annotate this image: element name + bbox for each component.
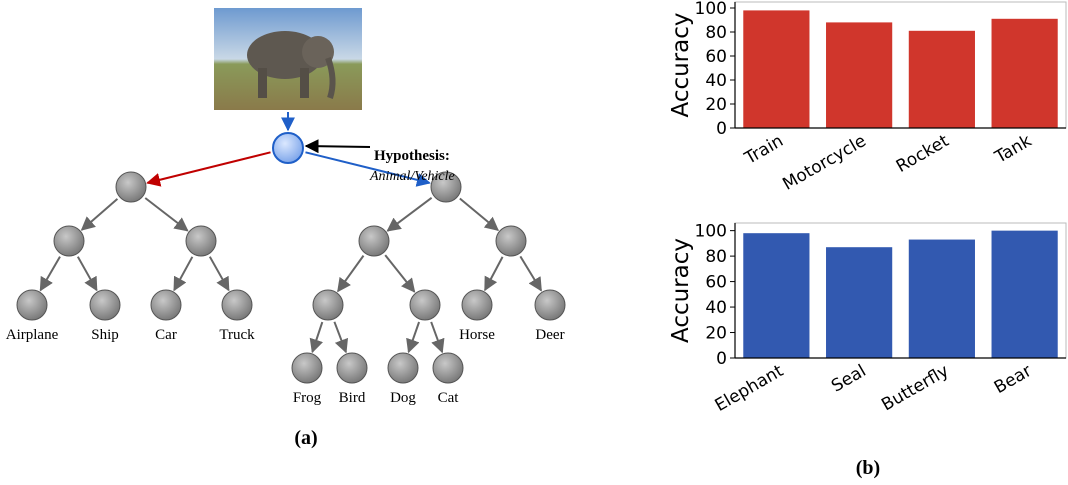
elephant-photo bbox=[214, 8, 362, 110]
hypothesis-arrow bbox=[306, 146, 370, 147]
leaf-label: Cat bbox=[438, 390, 460, 406]
bar bbox=[909, 31, 975, 128]
leaf-label: Frog bbox=[293, 390, 322, 406]
y-tick-label: 100 bbox=[695, 222, 727, 242]
tree-node bbox=[496, 226, 526, 256]
tree-edge bbox=[460, 199, 498, 231]
x-tick-label: Motorcycle bbox=[779, 131, 869, 195]
y-tick-label: 20 bbox=[705, 324, 727, 344]
hypothesis-title: Hypothesis: bbox=[374, 148, 450, 164]
x-tick-label: Seal bbox=[828, 361, 870, 397]
tree-edge bbox=[388, 198, 432, 231]
leaf-label: Deer bbox=[535, 327, 564, 343]
leaf-label: Horse bbox=[459, 327, 495, 343]
tree-node bbox=[116, 172, 146, 202]
tree-node bbox=[292, 353, 322, 383]
tree-node bbox=[313, 290, 343, 320]
x-tick-label: Train bbox=[741, 131, 787, 169]
x-tick-label: Rocket bbox=[893, 131, 953, 177]
x-tick-label: Elephant bbox=[712, 361, 788, 416]
tree-node bbox=[273, 133, 303, 163]
y-tick-label: 80 bbox=[705, 23, 727, 43]
tree-node bbox=[186, 226, 216, 256]
page: Airplane Ship Car Truck Horse Deer Frog Bird Dog… bbox=[0, 0, 1068, 485]
y-tick-label: 100 bbox=[695, 0, 727, 19]
x-tick-label: Butterfly bbox=[878, 361, 952, 415]
tree-node bbox=[17, 290, 47, 320]
y-axis-label: Accuracy bbox=[668, 238, 694, 343]
tree-node bbox=[535, 290, 565, 320]
y-axis-label: Accuracy bbox=[668, 12, 694, 117]
tree-edge bbox=[338, 256, 364, 292]
tree-edge bbox=[210, 257, 229, 290]
tree-edge bbox=[147, 152, 270, 183]
tree-node bbox=[222, 290, 252, 320]
bar bbox=[909, 240, 975, 358]
tree-edge bbox=[385, 255, 414, 292]
bar bbox=[992, 231, 1058, 358]
x-tick-label: Tank bbox=[991, 131, 1035, 168]
caption: (b) bbox=[856, 457, 880, 479]
y-tick-label: 60 bbox=[705, 273, 727, 293]
tree-edge bbox=[78, 257, 97, 290]
y-tick-label: 40 bbox=[705, 298, 727, 318]
leaf-label: Bird bbox=[339, 390, 366, 406]
hypothesis-text: Animal/Vehicle bbox=[369, 169, 455, 184]
figure: Airplane Ship Car Truck Horse Deer Frog Bird Dog… bbox=[0, 0, 1068, 485]
tree-edge bbox=[41, 257, 60, 291]
bar bbox=[826, 22, 892, 128]
leaf-label: Airplane bbox=[6, 327, 59, 343]
bar bbox=[826, 247, 892, 358]
bar bbox=[992, 19, 1058, 128]
tree: Airplane Ship Car Truck Horse Deer Frog Bird Dog… bbox=[6, 112, 565, 406]
tree-edge bbox=[485, 257, 503, 290]
x-tick-label: Bear bbox=[991, 361, 1035, 398]
tree-edge bbox=[431, 322, 442, 352]
tree-node bbox=[433, 353, 463, 383]
tree-edge bbox=[409, 322, 419, 352]
leaf-label: Car bbox=[155, 327, 177, 343]
bar bbox=[743, 10, 809, 128]
tree-node bbox=[151, 290, 181, 320]
tree-edge bbox=[334, 322, 346, 352]
y-tick-label: 40 bbox=[705, 71, 727, 91]
tree-edge bbox=[520, 256, 541, 290]
tree-edge bbox=[145, 198, 187, 231]
y-tick-label: 60 bbox=[705, 47, 727, 67]
y-tick-label: 80 bbox=[705, 247, 727, 267]
y-tick-label: 20 bbox=[705, 95, 727, 115]
tree-node bbox=[462, 290, 492, 320]
tree-edge bbox=[312, 322, 322, 352]
leaf-label: Ship bbox=[91, 327, 119, 343]
leaf-label: Truck bbox=[219, 327, 255, 343]
tree-node bbox=[388, 353, 418, 383]
y-tick-label: 0 bbox=[716, 119, 727, 139]
tree-node bbox=[54, 226, 84, 256]
tree-edge bbox=[174, 257, 192, 290]
caption: (a) bbox=[294, 427, 317, 449]
bar bbox=[743, 233, 809, 358]
leaf-label: Dog bbox=[390, 390, 416, 406]
tree-node bbox=[337, 353, 367, 383]
tree-node bbox=[90, 290, 120, 320]
tree-node bbox=[410, 290, 440, 320]
y-tick-label: 0 bbox=[716, 349, 727, 369]
tree-node bbox=[359, 226, 389, 256]
tree-edge bbox=[82, 199, 118, 230]
